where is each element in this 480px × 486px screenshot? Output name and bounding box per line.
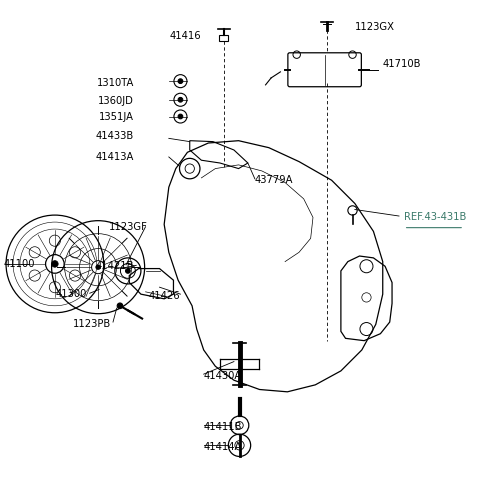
Text: 1310TA: 1310TA <box>96 78 134 87</box>
Text: 41433B: 41433B <box>96 131 134 141</box>
Text: 1123GX: 1123GX <box>355 22 395 32</box>
Circle shape <box>117 303 123 309</box>
Text: 41430A: 41430A <box>204 370 242 381</box>
Text: 1123GF: 1123GF <box>109 222 148 232</box>
Bar <box>219 35 228 41</box>
Text: 41416: 41416 <box>170 31 202 41</box>
Circle shape <box>96 265 100 270</box>
Text: 41421B: 41421B <box>96 261 134 271</box>
Text: 1360JD: 1360JD <box>98 96 134 106</box>
Text: REF.43-431B: REF.43-431B <box>404 212 466 223</box>
Circle shape <box>178 97 183 102</box>
Circle shape <box>126 269 130 273</box>
Text: 41300: 41300 <box>56 289 87 299</box>
Text: 41100: 41100 <box>4 259 35 269</box>
Text: 41710B: 41710B <box>383 59 421 69</box>
Text: 41411B: 41411B <box>204 422 242 432</box>
Text: 41426: 41426 <box>149 292 180 301</box>
Text: 41413A: 41413A <box>96 152 134 162</box>
Circle shape <box>178 79 183 84</box>
Text: 41414A: 41414A <box>204 442 242 451</box>
Text: 43779A: 43779A <box>255 175 293 185</box>
Text: 1351JA: 1351JA <box>99 112 134 122</box>
Text: 1123PB: 1123PB <box>72 319 111 330</box>
Circle shape <box>52 260 58 267</box>
Circle shape <box>178 114 183 119</box>
